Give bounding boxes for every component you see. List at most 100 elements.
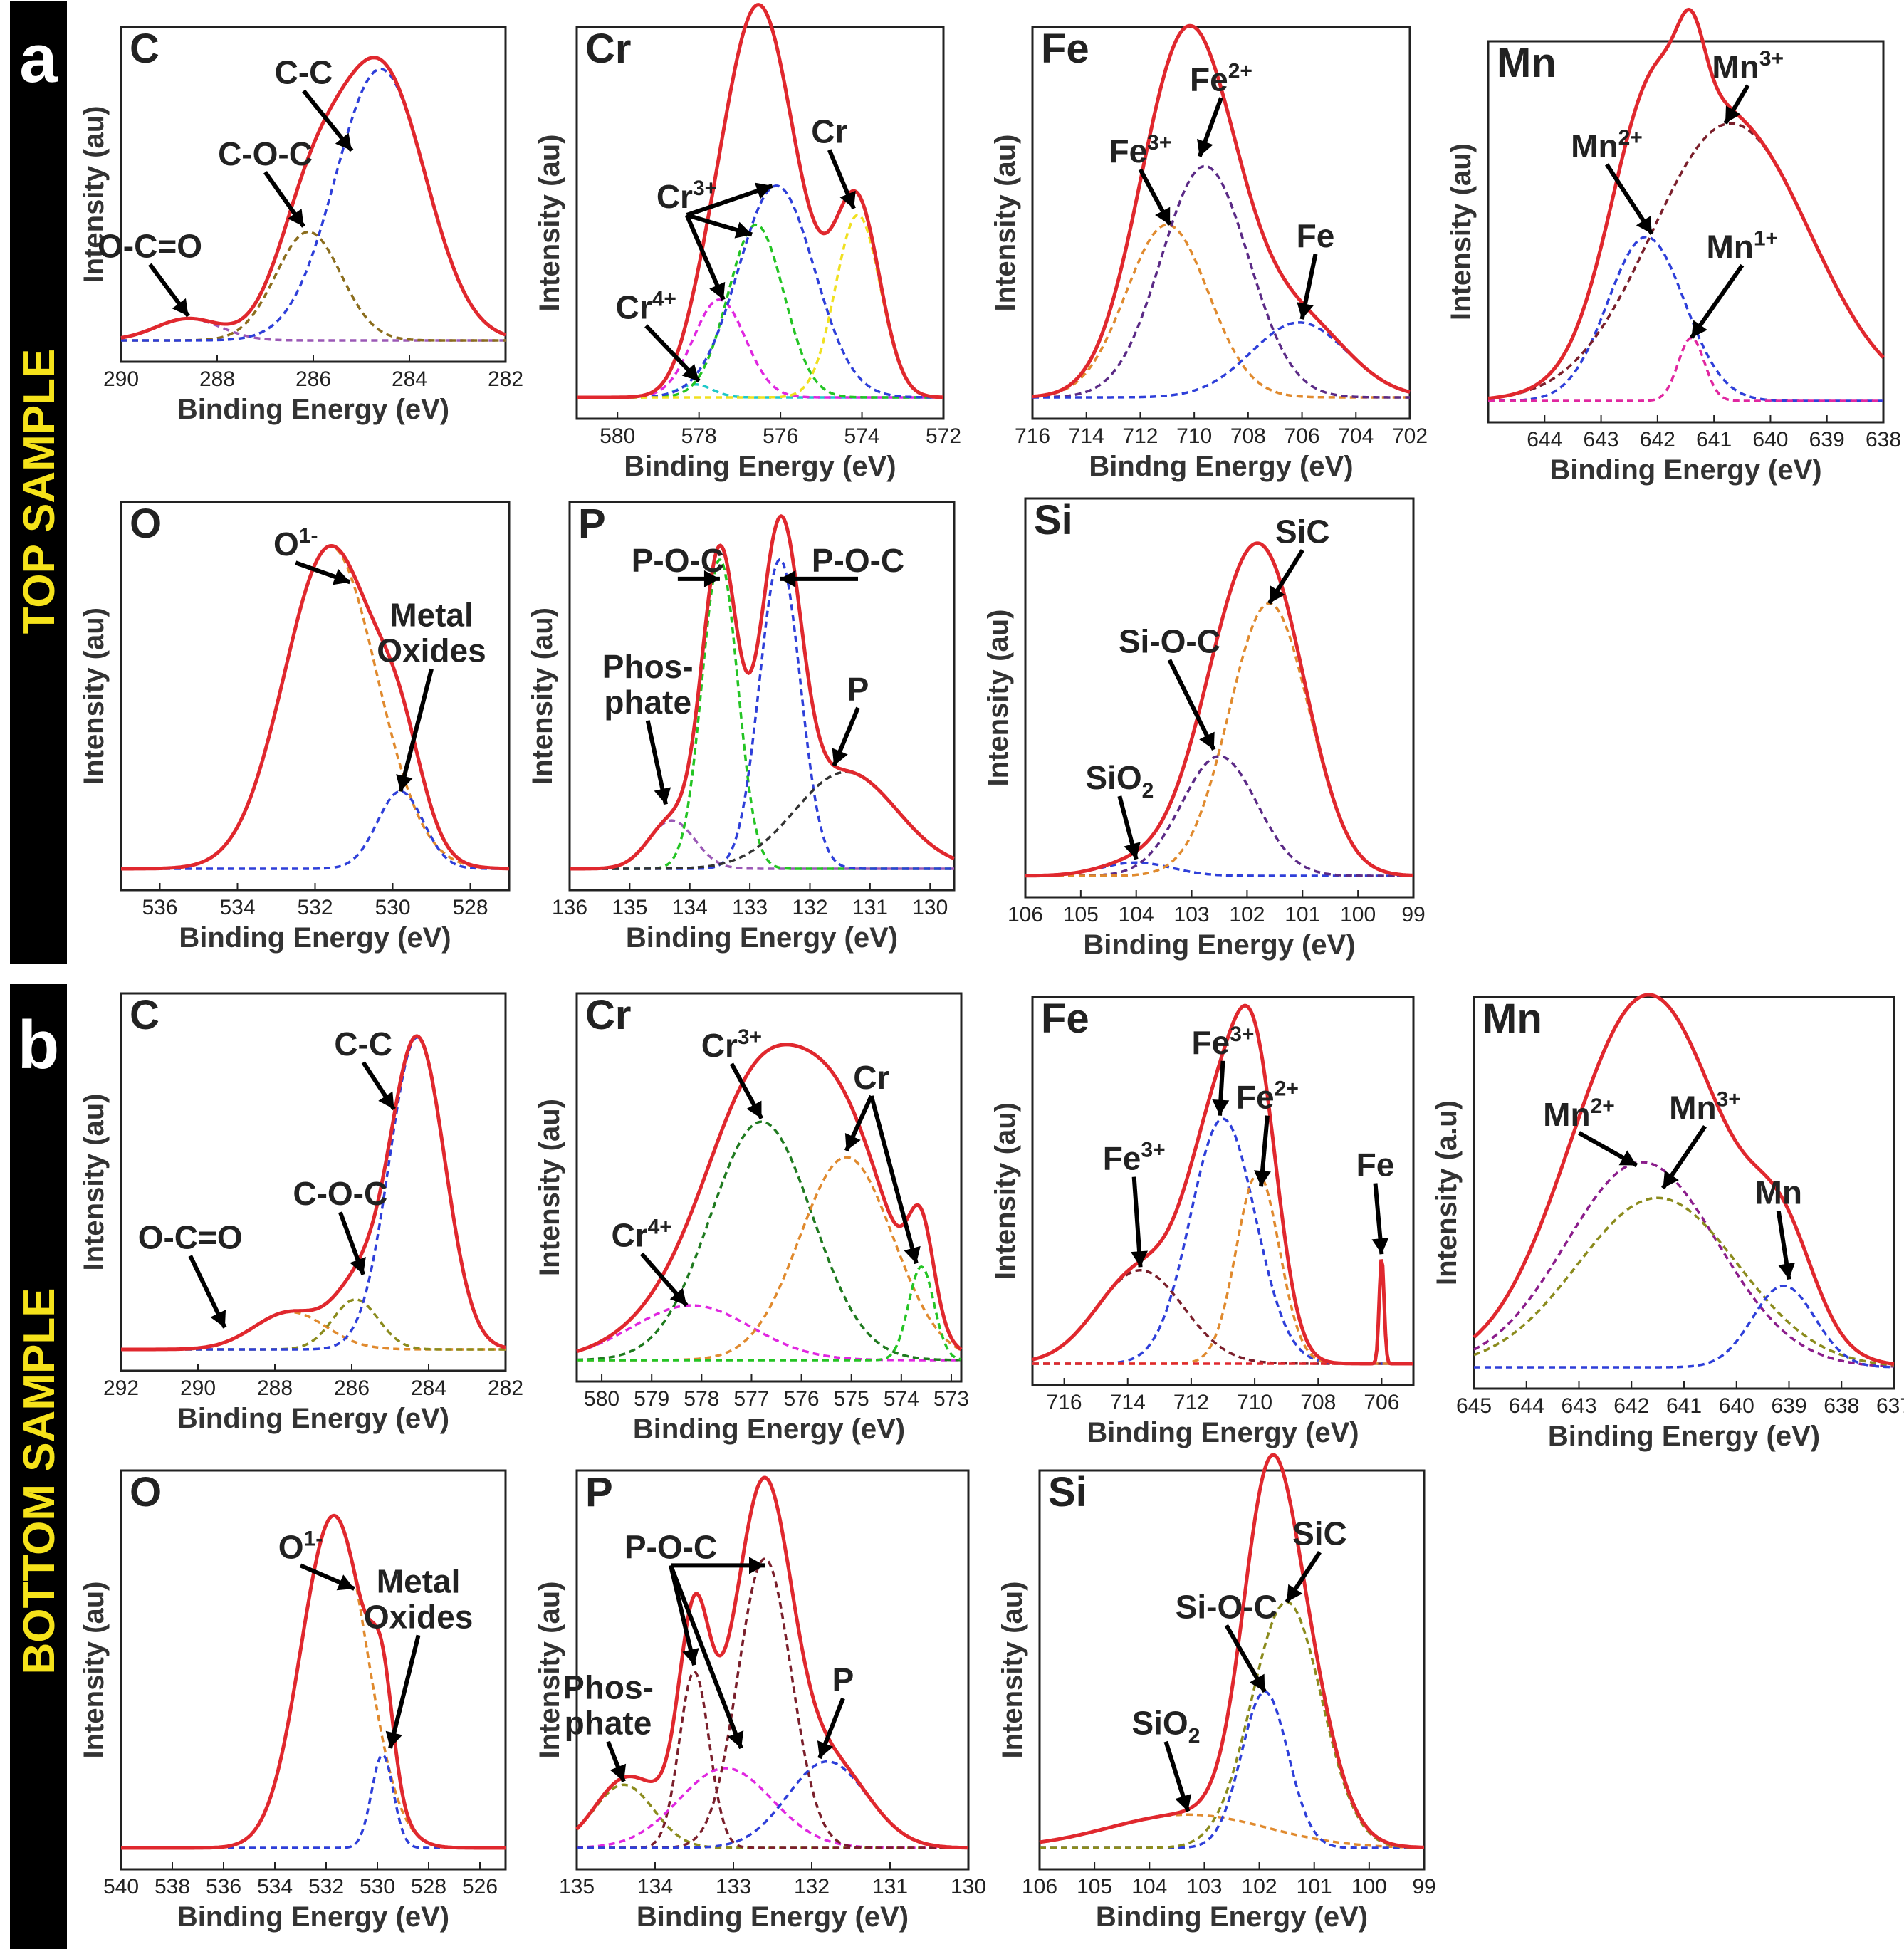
panel-b-P: P 135 134 133 132 131 130 Binding Energy (eV) In… [534,1469,986,1933]
x-tick-label: 528 [411,1875,446,1898]
x-tick-label: 577 [733,1387,769,1411]
annotation-arrowhead [727,1730,744,1748]
component-peak [576,1304,961,1362]
annotation-label: SiO2 [1085,759,1154,803]
annotation-arrow [388,1634,421,1749]
side-label-bottom: BOTTOM SAMPLE [15,1287,64,1674]
annotation-arrowhead [1155,207,1171,225]
annotation-arrowhead [210,1310,226,1328]
element-title: P [578,501,606,547]
element-title: Si [1048,1469,1087,1515]
section-letter-a: a [19,21,58,97]
x-tick-label: 572 [926,424,961,448]
annotation-arrowhead [703,570,720,587]
annotation-arrowhead [1254,1170,1271,1187]
annotation-label: SiC [1275,513,1330,550]
plot-frame [1038,1469,1426,1871]
component-peak [1032,223,1410,399]
x-tick-label: 99 [1412,1875,1435,1898]
annotation-arrowhead [610,1763,627,1782]
annotation-arrowhead [780,570,796,587]
component-peak [121,1310,506,1351]
x-tick-label: 639 [1771,1394,1806,1418]
annotation-arrowhead [172,298,189,316]
x-tick-label: 574 [844,424,880,448]
annotation-label: Mn [1755,1174,1802,1211]
element-title: P [585,1469,613,1515]
component-peak [577,1265,962,1362]
annotation-label: Cr [811,113,847,150]
x-tick-label: 710 [1176,424,1212,448]
x-tick-label: 102 [1229,903,1265,926]
annotation-arrowhead [385,1730,402,1748]
x-tick-label: 706 [1285,424,1320,448]
component-peak [121,1298,506,1351]
annotation-label: Oxides [377,632,486,669]
x-tick-label: 131 [852,896,888,919]
annotation-arrowhead [1197,138,1213,157]
component-peak [121,545,509,870]
x-tick-label: 536 [206,1875,241,1898]
x-tick-label: 575 [834,1387,869,1411]
element-title: O [130,1469,162,1515]
panel-b-Si: Si 106 105 104 103 102 101 100 99 Binding Energy … [997,1453,1436,1933]
annotation-arrowhead [746,1100,762,1119]
plot-frame [1031,996,1415,1386]
x-tick-label: 105 [1077,1875,1112,1898]
x-tick-label: 133 [716,1875,751,1898]
annotation-label: Oxides [364,1598,473,1635]
x-tick-label: 534 [257,1875,293,1898]
annotation-arrowhead [1691,320,1707,338]
component-peak [577,1156,962,1362]
element-title: Cr [585,26,631,72]
panel-b-C: C 292 290 288 286 284 282 Binding Energy (eV) In… [78,992,523,1434]
annotation-label: Mn2+ [1543,1095,1615,1133]
y-axis-label: Intensity (au) [78,106,110,283]
plot-frame [575,26,945,420]
x-tick-label: 290 [180,1376,216,1400]
x-tick-label: 573 [933,1387,969,1411]
annotation-label: Fe2+ [1190,59,1252,98]
component-peak [1473,1196,1895,1367]
annotation-arrowhead [681,363,699,382]
annotation-arrowhead [1618,1150,1637,1166]
x-tick-label: 638 [1866,428,1901,451]
annotation-arrowhead [844,1132,861,1151]
envelope-curve [1025,541,1414,878]
panel-a-Mn: Mn 644 643 642 641 640 639 638 Binding Energy (e… [1445,7,1901,486]
x-tick-label: 640 [1752,428,1788,451]
element-title: Mn [1482,996,1542,1042]
x-tick-label: 104 [1131,1875,1167,1898]
x-axis-label: Binding Energy (eV) [177,394,449,425]
component-peak [1487,122,1885,400]
x-tick-label: 530 [360,1875,395,1898]
annotation-label: Metal [389,597,474,634]
x-axis-label: Binding Energy (eV) [633,1414,905,1445]
annotation-arrowhead [682,1648,699,1666]
x-axis-label: Binding Energy (eV) [177,1403,449,1434]
plot-frame [1487,40,1885,424]
y-axis-label: Intensity (au) [78,1094,110,1271]
annotation-label: Mn1+ [1706,227,1778,266]
y-axis-label: Intensity (au) [534,135,565,312]
x-tick-label: 282 [488,1376,523,1400]
plot-frame [575,1469,970,1871]
panel-b-O: O 540 538 536 534 532 530 528 526 Binding Energy … [78,1469,507,1933]
annotation-arrowhead [1269,585,1285,604]
annotation-arrow [669,1564,696,1666]
x-tick-label: 706 [1364,1391,1399,1414]
x-tick-label: 578 [684,1387,719,1411]
element-title: C [130,26,159,72]
side-label-top: TOP SAMPLE [15,349,64,634]
x-tick-label: 580 [584,1387,619,1411]
x-tick-label: 131 [872,1875,908,1898]
annotation-arrowhead [749,1557,765,1574]
x-axis-label: Bindng Energy (eV) [1089,451,1353,482]
x-axis-label: Binding Energy (eV) [179,922,451,954]
annotation-label: C-C [334,1025,392,1062]
x-tick-label: 714 [1110,1391,1146,1414]
x-tick-label: 641 [1666,1394,1702,1418]
annotation-label: P-O-C [624,1528,717,1565]
x-tick-label: 639 [1809,428,1845,451]
